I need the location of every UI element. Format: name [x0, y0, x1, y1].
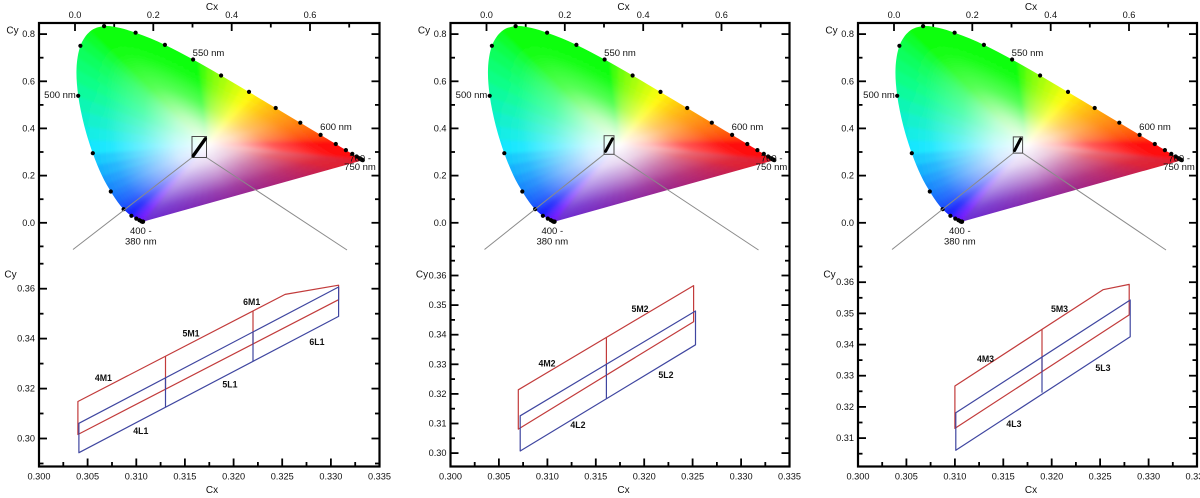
svg-text:Cx: Cx — [206, 2, 218, 13]
svg-text:0.300: 0.300 — [439, 471, 462, 481]
svg-text:4L3: 4L3 — [1006, 419, 1021, 429]
svg-text:0.30: 0.30 — [17, 434, 35, 444]
svg-text:0.305: 0.305 — [487, 471, 510, 481]
svg-text:Cy: Cy — [416, 270, 428, 281]
svg-text:0.6: 0.6 — [841, 76, 854, 86]
svg-text:0.300: 0.300 — [847, 471, 870, 481]
svg-text:4M1: 4M1 — [95, 373, 112, 383]
svg-text:0.6: 0.6 — [304, 10, 317, 20]
svg-text:Cx: Cx — [206, 485, 218, 496]
svg-text:6L1: 6L1 — [309, 337, 324, 347]
svg-text:0.4: 0.4 — [1044, 10, 1057, 20]
svg-text:5L2: 5L2 — [658, 370, 673, 380]
svg-text:Cx: Cx — [1025, 2, 1037, 13]
svg-text:Cy: Cy — [4, 270, 16, 281]
svg-text:5L3: 5L3 — [1095, 363, 1110, 373]
svg-text:0.335: 0.335 — [368, 471, 391, 481]
svg-text:0.33: 0.33 — [836, 371, 854, 381]
svg-text:4L1: 4L1 — [133, 426, 148, 436]
svg-text:0.0: 0.0 — [434, 218, 447, 228]
svg-text:0.4: 0.4 — [22, 123, 35, 133]
svg-text:0.0: 0.0 — [841, 218, 854, 228]
svg-text:0.32: 0.32 — [836, 402, 854, 412]
svg-text:0.305: 0.305 — [76, 471, 99, 481]
svg-text:0.8: 0.8 — [841, 29, 854, 39]
svg-text:0.315: 0.315 — [992, 471, 1015, 481]
svg-text:0.4: 0.4 — [225, 10, 238, 20]
svg-text:0.325: 0.325 — [681, 471, 704, 481]
svg-text:5M3: 5M3 — [1051, 304, 1068, 314]
svg-text:0.0: 0.0 — [69, 10, 82, 20]
svg-text:0.325: 0.325 — [271, 471, 294, 481]
svg-text:6M1: 6M1 — [243, 297, 260, 307]
svg-text:0.34: 0.34 — [429, 330, 447, 340]
svg-text:0.315: 0.315 — [584, 471, 607, 481]
svg-text:0.320: 0.320 — [1040, 471, 1063, 481]
svg-text:5M2: 5M2 — [631, 304, 648, 314]
svg-text:4L2: 4L2 — [570, 420, 585, 430]
svg-text:Cy: Cy — [823, 270, 835, 281]
svg-text:0.6: 0.6 — [1123, 10, 1136, 20]
svg-text:0.30: 0.30 — [429, 448, 447, 458]
svg-text:0.2: 0.2 — [841, 171, 854, 181]
svg-text:0.320: 0.320 — [633, 471, 656, 481]
svg-text:0.4: 0.4 — [434, 123, 447, 133]
svg-text:0.6: 0.6 — [715, 10, 728, 20]
svg-text:4M2: 4M2 — [538, 359, 555, 369]
svg-text:0.31: 0.31 — [836, 433, 854, 443]
svg-text:0.325: 0.325 — [1089, 471, 1112, 481]
svg-text:0.31: 0.31 — [429, 419, 447, 429]
svg-text:0.320: 0.320 — [222, 471, 245, 481]
svg-text:0.34: 0.34 — [17, 334, 35, 344]
svg-text:0.330: 0.330 — [730, 471, 753, 481]
svg-text:0.330: 0.330 — [1137, 471, 1160, 481]
svg-text:0.2: 0.2 — [558, 10, 571, 20]
svg-text:0.0: 0.0 — [480, 10, 493, 20]
svg-text:0.2: 0.2 — [147, 10, 160, 20]
svg-text:0.8: 0.8 — [434, 29, 447, 39]
svg-text:0.0: 0.0 — [22, 218, 35, 228]
svg-text:0.35: 0.35 — [836, 308, 854, 318]
svg-text:0.315: 0.315 — [173, 471, 196, 481]
svg-text:0.32: 0.32 — [17, 384, 35, 394]
svg-text:0.2: 0.2 — [966, 10, 979, 20]
svg-text:0.36: 0.36 — [836, 277, 854, 287]
svg-text:Cx: Cx — [1025, 485, 1037, 496]
svg-text:0.4: 0.4 — [841, 123, 854, 133]
svg-text:0.310: 0.310 — [943, 471, 966, 481]
svg-text:5M1: 5M1 — [182, 328, 199, 338]
svg-text:0.36: 0.36 — [429, 271, 447, 281]
svg-text:Cx: Cx — [617, 485, 629, 496]
svg-text:0.335: 0.335 — [1186, 471, 1200, 481]
svg-text:0.335: 0.335 — [778, 471, 801, 481]
svg-text:Cy: Cy — [418, 26, 430, 37]
svg-text:0.2: 0.2 — [22, 171, 35, 181]
svg-text:0.32: 0.32 — [429, 389, 447, 399]
svg-text:0.4: 0.4 — [637, 10, 650, 20]
svg-text:Cy: Cy — [825, 26, 837, 37]
svg-text:0.310: 0.310 — [125, 471, 148, 481]
svg-text:5L1: 5L1 — [222, 380, 237, 390]
svg-text:0.330: 0.330 — [319, 471, 342, 481]
svg-text:4M3: 4M3 — [977, 354, 994, 364]
svg-text:0.305: 0.305 — [895, 471, 918, 481]
svg-text:0.310: 0.310 — [536, 471, 559, 481]
svg-text:0.35: 0.35 — [429, 300, 447, 310]
svg-text:Cx: Cx — [617, 2, 629, 13]
svg-text:0.2: 0.2 — [434, 171, 447, 181]
svg-text:Cy: Cy — [6, 26, 18, 37]
svg-text:0.33: 0.33 — [429, 359, 447, 369]
svg-text:0.6: 0.6 — [434, 76, 447, 86]
svg-text:0.300: 0.300 — [28, 471, 51, 481]
svg-text:0.0: 0.0 — [888, 10, 901, 20]
svg-text:0.36: 0.36 — [17, 284, 35, 294]
svg-text:0.6: 0.6 — [22, 76, 35, 86]
svg-text:0.8: 0.8 — [22, 29, 35, 39]
svg-text:0.34: 0.34 — [836, 340, 854, 350]
